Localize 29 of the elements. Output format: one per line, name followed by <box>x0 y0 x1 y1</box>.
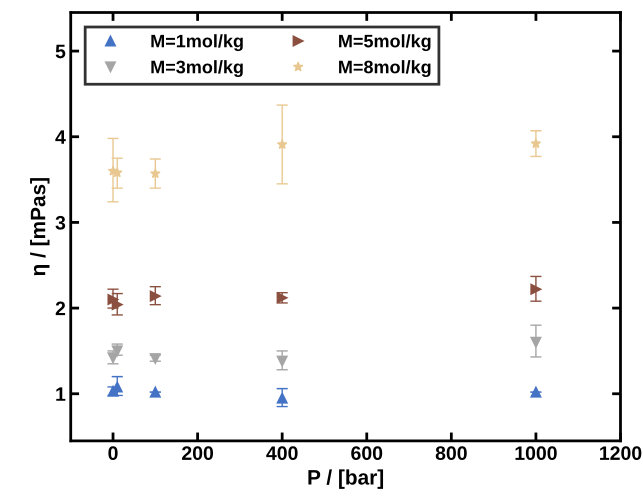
legend-label: M=3mol/kg <box>151 60 243 78</box>
x-tick-label: 0 <box>108 446 118 460</box>
point <box>530 284 542 295</box>
legend-label: M=8mol/kg <box>339 60 430 78</box>
legend-label: M=1mol/kg <box>151 34 243 52</box>
x-tick-label: 1000 <box>516 446 557 460</box>
y-tick-label: 4 <box>55 130 66 144</box>
point <box>150 386 161 398</box>
y-tick-label: 3 <box>56 216 66 230</box>
x-tick-label: 400 <box>266 446 298 460</box>
point <box>276 356 288 367</box>
point <box>276 392 288 404</box>
x-axis-title: P / [bar] <box>308 469 384 489</box>
x-tick-label: 800 <box>436 446 467 460</box>
x-tick-label: 1200 <box>600 446 642 460</box>
x-tick-label: 200 <box>182 446 214 460</box>
point <box>150 290 161 302</box>
point <box>530 336 542 348</box>
point <box>276 138 288 150</box>
x-tick-label: 600 <box>351 446 382 460</box>
point <box>150 168 161 178</box>
point <box>150 353 161 364</box>
point <box>530 138 542 148</box>
y-axis-title: η / [mPas] <box>30 178 50 276</box>
y-tick-label: 2 <box>56 302 66 316</box>
point <box>530 386 542 398</box>
y-tick-label: 5 <box>56 44 66 58</box>
y-tick-label: 1 <box>56 387 66 401</box>
legend-label: M=5mol/kg <box>339 34 430 52</box>
